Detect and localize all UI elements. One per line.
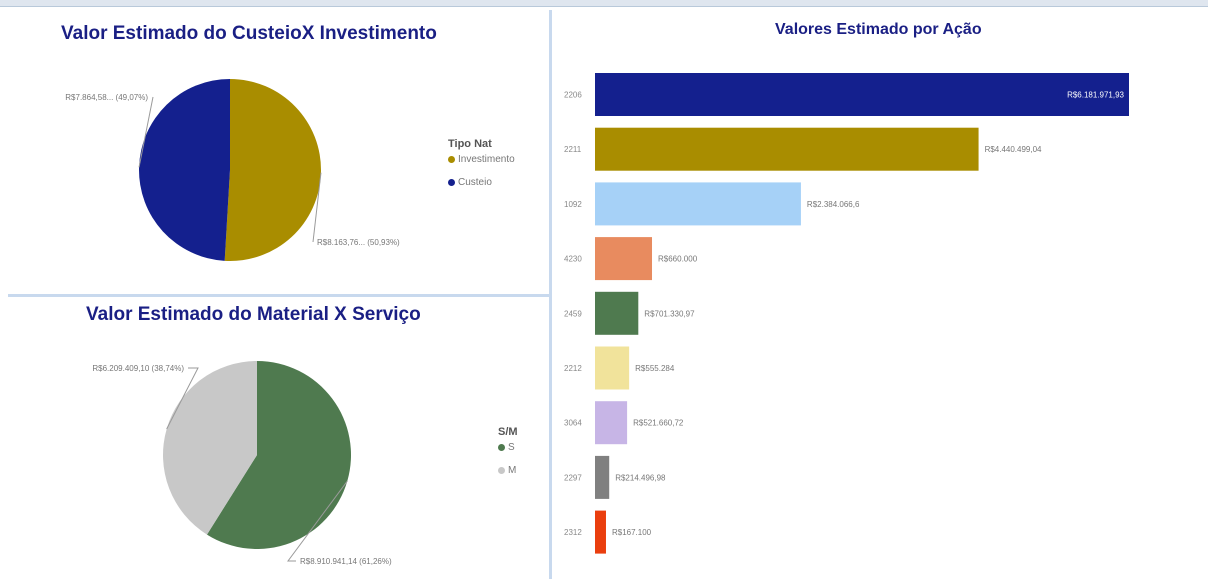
data-label: R$8.163,76... (50,93%)	[317, 238, 400, 247]
data-label: R$167.100	[612, 528, 652, 537]
bar-2459[interactable]	[595, 291, 639, 335]
leader-line	[312, 172, 322, 243]
legend-label: M	[508, 465, 517, 476]
bar-chart-valores-por-acao[interactable]: Valores Estimado por Ação 2206 R$6.181.97…	[552, 10, 1208, 579]
legend: S/M S M	[498, 426, 518, 488]
data-label: R$6.181.971,93	[1067, 91, 1124, 100]
top-border-line	[0, 6, 1208, 7]
bar-1092[interactable]	[595, 182, 801, 226]
pie-slice-investimento[interactable]	[224, 79, 322, 261]
legend-label: Custeio	[458, 177, 492, 188]
bar-2297[interactable]	[595, 455, 610, 499]
data-label: R$521.660,72	[633, 419, 684, 428]
category-label: 2211	[564, 145, 582, 154]
chart-title: Valores Estimado por Ação	[775, 21, 982, 38]
bar-2312[interactable]	[595, 510, 606, 554]
legend: Tipo Nat Investimento Custeio	[448, 138, 515, 200]
panel-divider	[8, 294, 550, 297]
legend-item-m[interactable]: M	[498, 465, 518, 476]
legend-title: Tipo Nat	[448, 138, 492, 150]
leader-line	[166, 367, 199, 430]
category-label: 4230	[564, 255, 582, 264]
data-label: R$660.000	[658, 255, 698, 264]
data-label: R$2.384.066,6	[807, 200, 860, 209]
data-label: R$7.864,58... (49,07%)	[65, 93, 148, 102]
legend-title: S/M	[498, 426, 518, 438]
legend-label: S	[508, 442, 515, 453]
legend-marker	[498, 467, 505, 474]
legend-item-s[interactable]: S	[498, 442, 518, 453]
category-label: 2312	[564, 528, 582, 537]
bar-3064[interactable]	[595, 401, 628, 445]
data-label: R$214.496,98	[615, 473, 666, 482]
category-label: 2297	[564, 473, 582, 482]
category-label: 2459	[564, 309, 582, 318]
pie-svg: R$8.910.941,14 (61,26%) R$6.209.409,10 (3…	[92, 361, 392, 566]
panel-divider-vertical	[549, 10, 552, 579]
pie-svg: R$8.163,76... (50,93%) R$7.864,58... (49,…	[65, 79, 400, 261]
bar-2212[interactable]	[595, 346, 630, 390]
leader-line	[138, 96, 154, 168]
legend-item-investimento[interactable]: Investimento	[448, 154, 515, 165]
legend-marker	[498, 444, 505, 451]
legend-label: Investimento	[458, 154, 515, 165]
pie-slice-custeio[interactable]	[139, 79, 230, 261]
bar-2211[interactable]	[595, 127, 979, 171]
category-label: 3064	[564, 419, 582, 428]
legend-marker	[448, 156, 455, 163]
category-label: 2212	[564, 364, 582, 373]
category-label: 1092	[564, 200, 582, 209]
legend-marker	[448, 179, 455, 186]
data-label: R$701.330,97	[644, 309, 695, 318]
pie-slice-s[interactable]	[206, 361, 352, 549]
chart-title: Valor Estimado do Material X Serviço	[86, 304, 421, 325]
data-label: R$555.284	[635, 364, 675, 373]
pie-slice-m[interactable]	[163, 361, 257, 535]
chart-title: Valor Estimado do CusteioX Investimento	[61, 23, 437, 44]
pie-chart-material-servico[interactable]: Valor Estimado do Material X Serviço R$8…	[8, 298, 548, 579]
bar-4230[interactable]	[595, 237, 653, 281]
category-label: 2206	[564, 91, 582, 100]
leader-line	[287, 480, 348, 562]
legend-item-custeio[interactable]: Custeio	[448, 177, 515, 188]
bar-svg: 2206 R$6.181.971,93 2211 R$4.440.499,04 1092…	[564, 73, 1129, 554]
data-label: R$6.209.409,10 (38,74%)	[92, 364, 184, 373]
data-label: R$8.910.941,14 (61,26%)	[300, 557, 392, 566]
bar-2206[interactable]	[595, 73, 1129, 116]
pie-chart-custeio-investimento[interactable]: Valor Estimado do CusteioX Investimento …	[8, 10, 548, 294]
data-label: R$4.440.499,04	[985, 145, 1042, 154]
top-border	[0, 0, 1208, 6]
